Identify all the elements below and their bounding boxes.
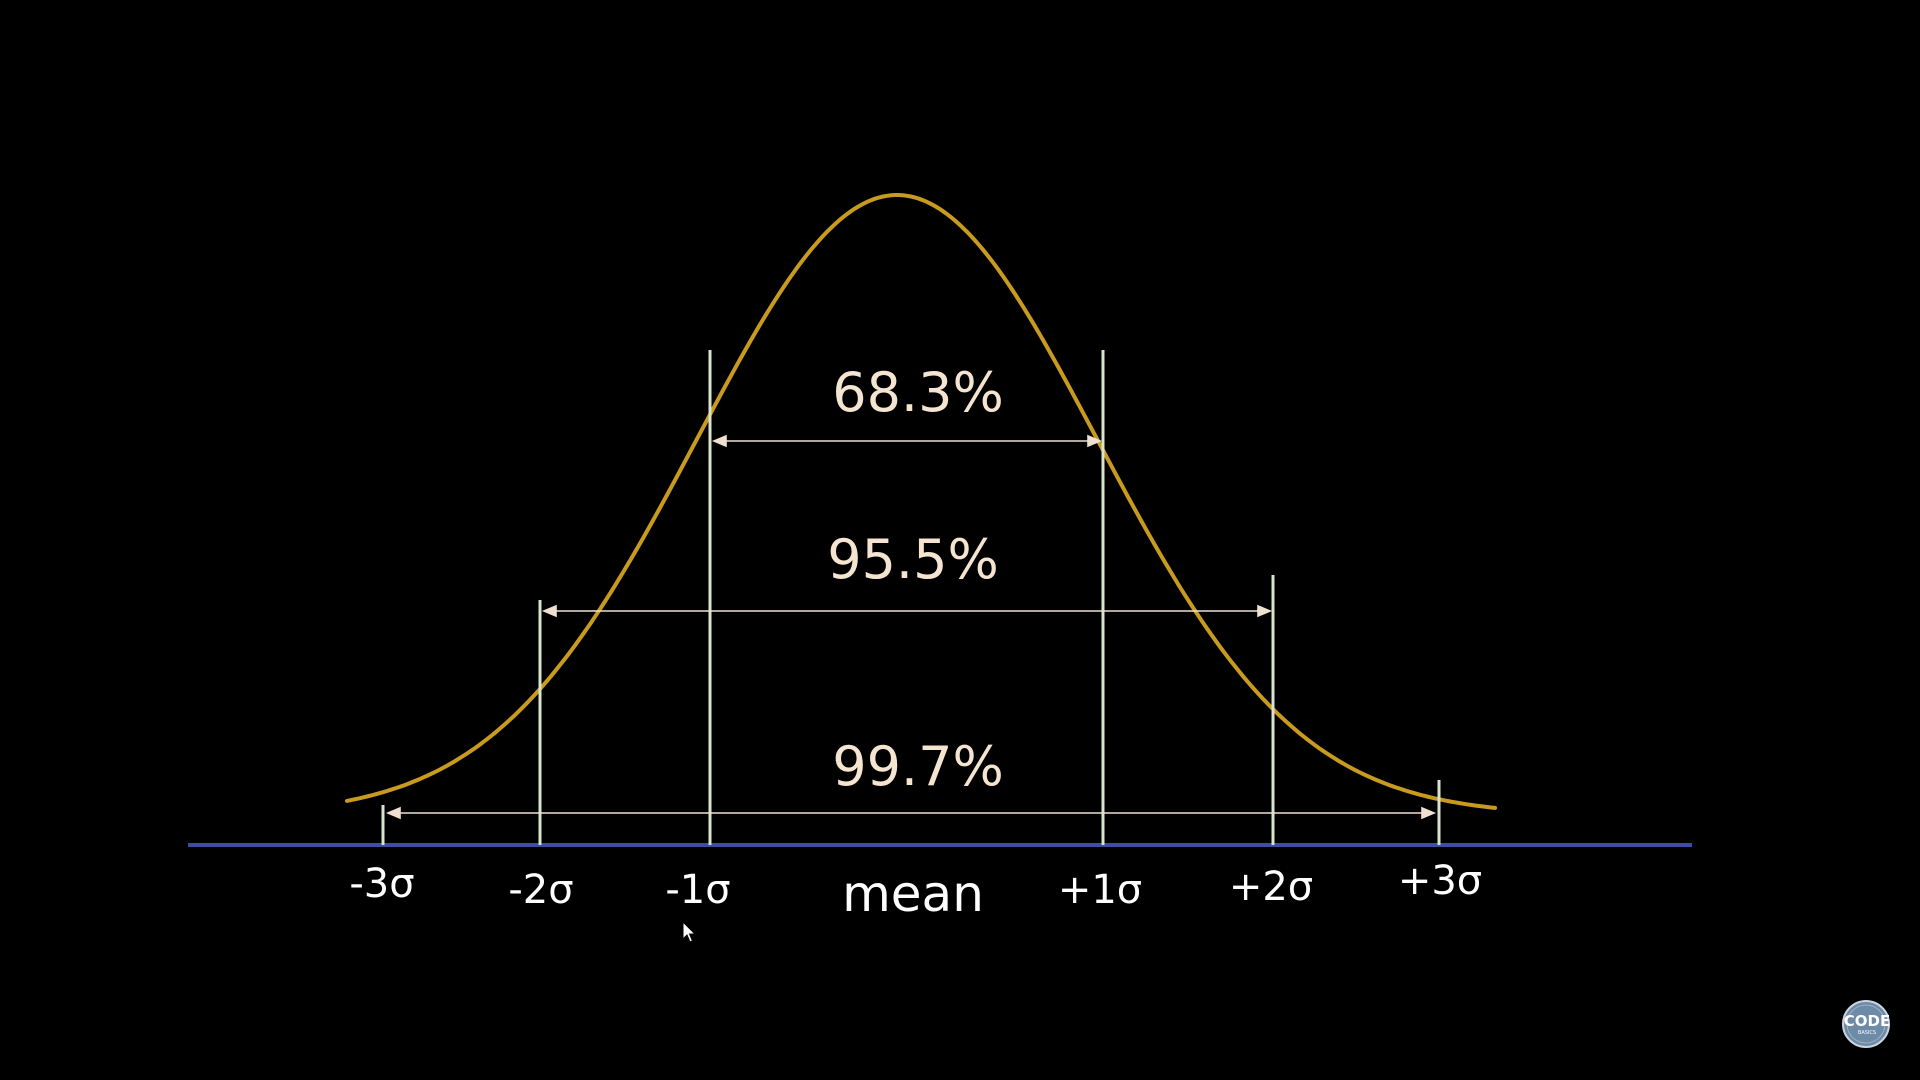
axis-label-minus-1-sigma: -1σ bbox=[665, 867, 730, 913]
interval-label-95: 95.5% bbox=[827, 528, 999, 591]
codebasics-logo: CODE BASICS bbox=[1842, 1000, 1890, 1048]
interval-label-99: 99.7% bbox=[832, 735, 1004, 798]
axis-label-mean: mean bbox=[842, 865, 984, 923]
logo-subtext: BASICS bbox=[1858, 1030, 1876, 1036]
interval-label-68: 68.3% bbox=[832, 361, 1004, 424]
logo-text: CODE bbox=[1844, 1012, 1890, 1030]
bell-curve bbox=[345, 193, 1497, 810]
interval-arrow-95 bbox=[541, 604, 1273, 618]
mouse-pointer-icon bbox=[682, 920, 697, 943]
axis-label-minus-3-sigma: -3σ bbox=[349, 861, 414, 907]
interval-arrow-68 bbox=[711, 434, 1103, 448]
axis-label-plus-1-sigma: +1σ bbox=[1058, 867, 1142, 913]
axis-label-plus-3-sigma: +3σ bbox=[1398, 858, 1482, 904]
axis-label-minus-2-sigma: -2σ bbox=[508, 867, 573, 913]
interval-arrow-99 bbox=[385, 806, 1437, 820]
axis-label-plus-2-sigma: +2σ bbox=[1229, 864, 1313, 910]
